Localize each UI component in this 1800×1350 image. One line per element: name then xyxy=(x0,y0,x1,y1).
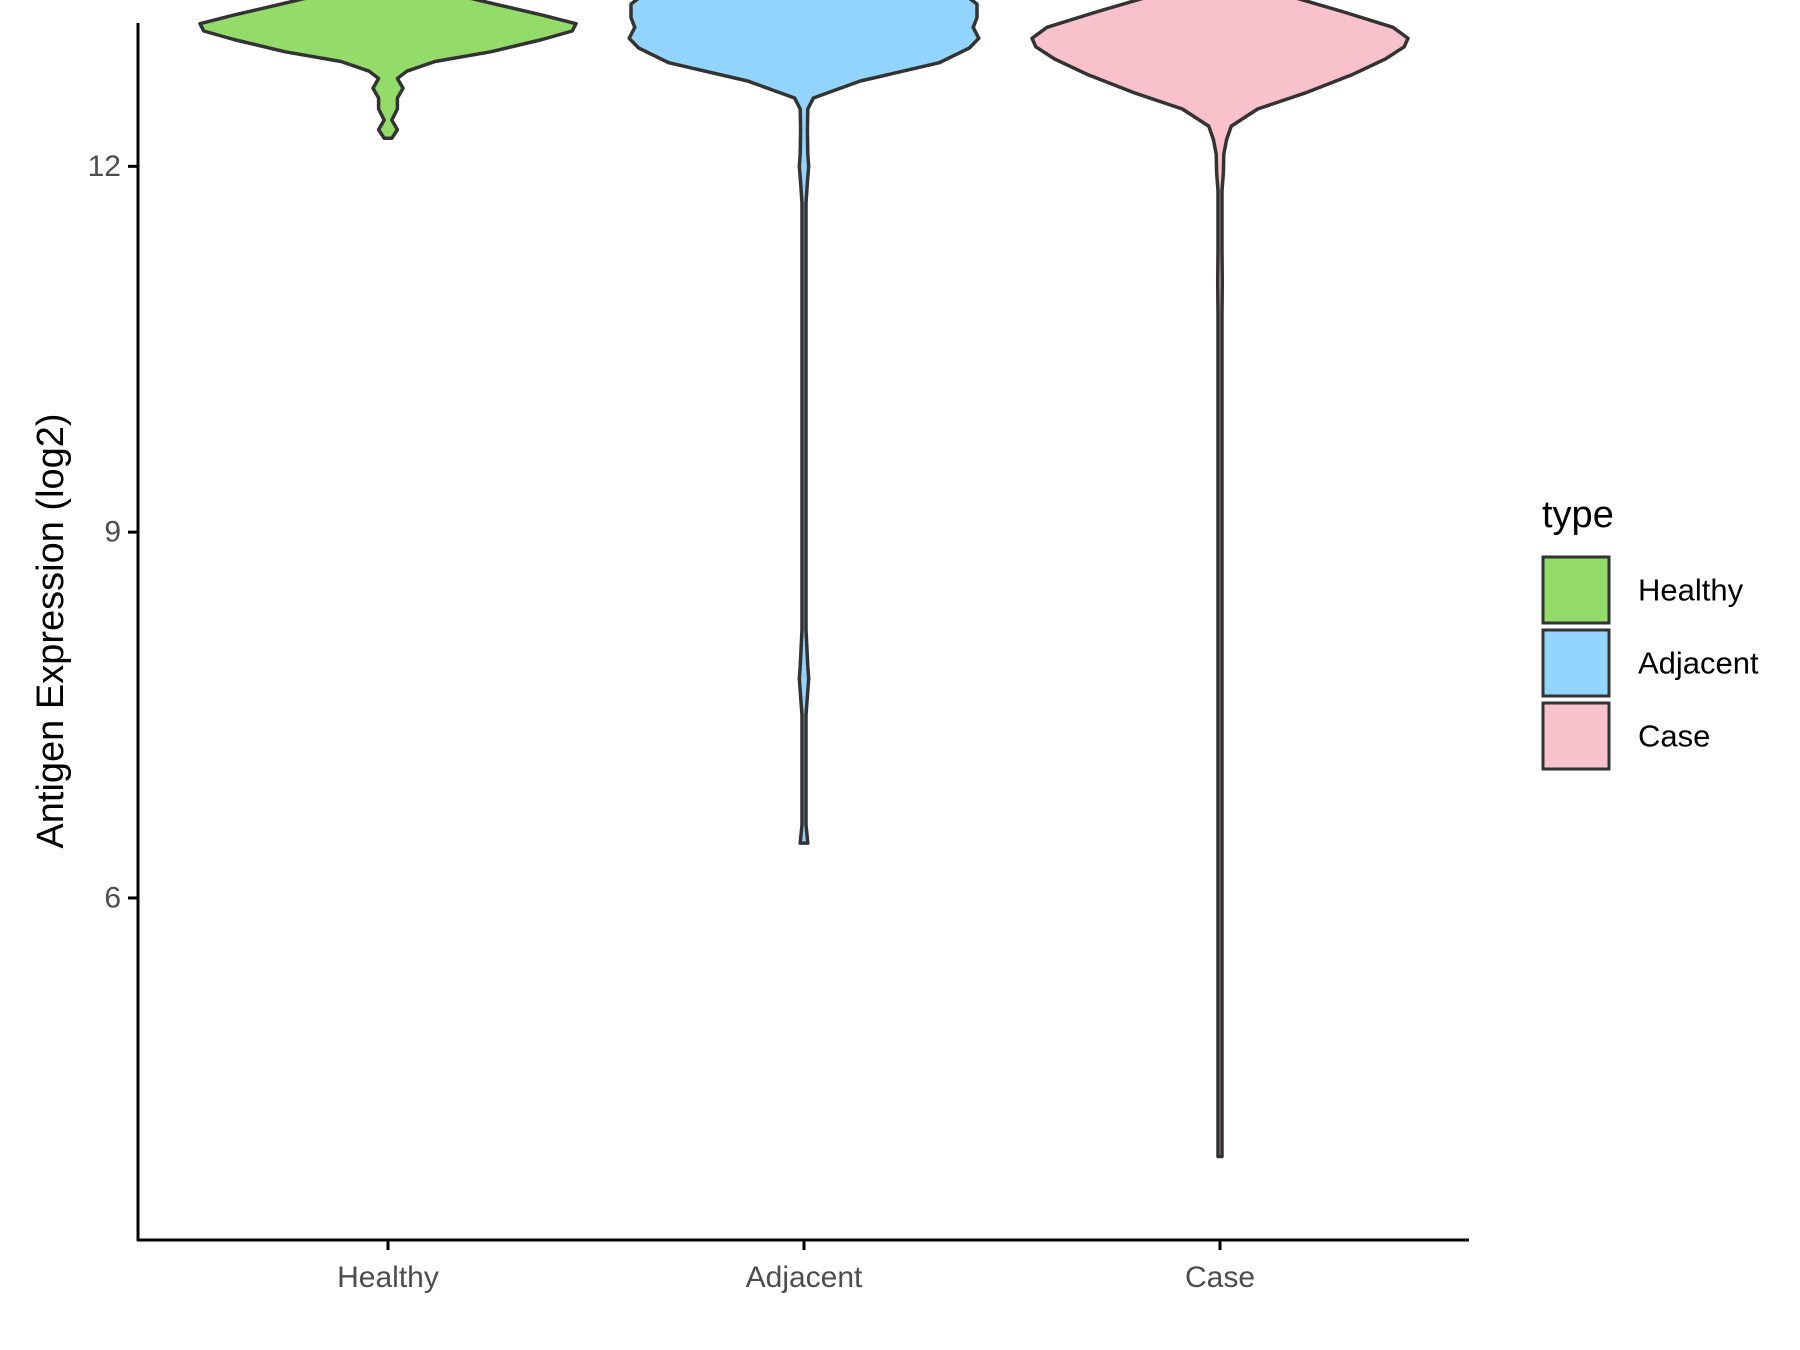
violin-case xyxy=(1030,0,1410,1159)
violin-adjacent xyxy=(627,0,981,845)
y-tick-label: 12 xyxy=(88,150,121,183)
legend-key-healthy xyxy=(1541,555,1611,625)
legend-label-case: Case xyxy=(1638,719,1710,754)
violins xyxy=(198,0,1410,1159)
legend-title: type xyxy=(1542,494,1614,536)
violin-healthy xyxy=(198,0,578,141)
legend-key-adjacent xyxy=(1541,628,1611,698)
x-tick-label: Adjacent xyxy=(746,1261,863,1294)
y-axis-title: Antigen Expression (log2) xyxy=(30,413,72,848)
x-tick-label: Healthy xyxy=(337,1261,439,1294)
x-tick-label: Case xyxy=(1185,1261,1255,1294)
legend-label-adjacent: Adjacent xyxy=(1638,646,1759,681)
x-ticks: Healthy Adjacent Case xyxy=(337,1240,1255,1294)
y-tick-label: 6 xyxy=(104,881,121,914)
legend: type Healthy Adjacent Case xyxy=(1541,494,1759,771)
y-ticks: 6 9 12 xyxy=(88,150,138,914)
legend-label-healthy: Healthy xyxy=(1638,573,1744,608)
legend-key-case xyxy=(1541,701,1611,771)
y-tick-label: 9 xyxy=(104,516,121,549)
